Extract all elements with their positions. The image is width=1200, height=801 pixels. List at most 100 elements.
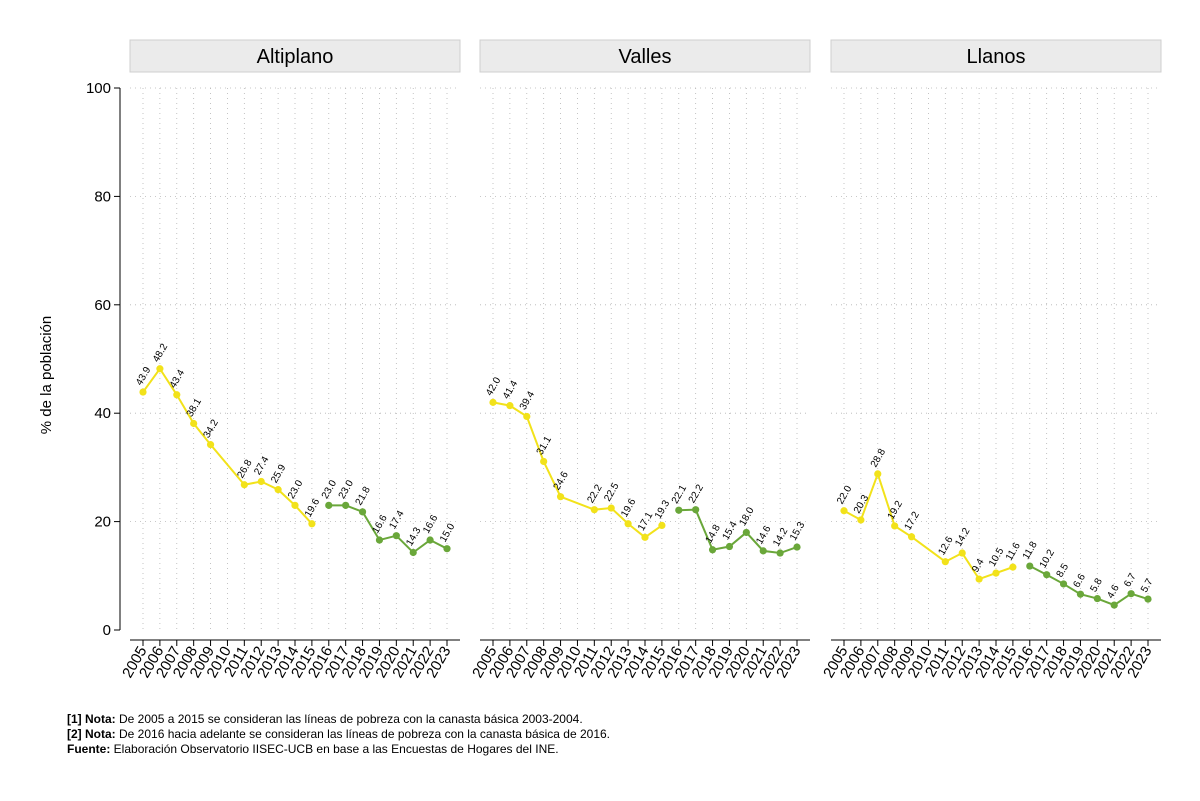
data-point bbox=[257, 477, 265, 486]
series-line-canasta_2003_2004 bbox=[843, 470, 1014, 581]
y-tick-label: 60 bbox=[94, 297, 111, 314]
data-label: 21.8 bbox=[354, 485, 373, 508]
data-point bbox=[426, 536, 434, 544]
data-point bbox=[1026, 562, 1034, 570]
data-point bbox=[590, 506, 598, 514]
data-label: 17.1 bbox=[636, 510, 655, 533]
data-label: 14.8 bbox=[704, 523, 723, 546]
data-label: 39.4 bbox=[518, 389, 537, 412]
data-label: 12.6 bbox=[936, 534, 955, 557]
data-point bbox=[891, 522, 899, 530]
data-label: 48.2 bbox=[151, 342, 170, 365]
data-point bbox=[443, 545, 451, 553]
data-label: 20.3 bbox=[852, 493, 871, 516]
data-point bbox=[291, 501, 299, 509]
data-point bbox=[190, 419, 198, 428]
data-point bbox=[375, 536, 384, 544]
data-label: 22.2 bbox=[585, 482, 604, 505]
data-label: 8.5 bbox=[1055, 562, 1072, 580]
data-label: 10.2 bbox=[1038, 547, 1057, 570]
data-point bbox=[139, 388, 147, 396]
data-point bbox=[907, 533, 916, 541]
data-label: 23.0 bbox=[286, 478, 305, 501]
data-point bbox=[523, 412, 531, 421]
note-2: [2] Nota: De 2016 hacia adelante se cons… bbox=[67, 727, 610, 742]
y-tick-label: 80 bbox=[94, 188, 111, 205]
panel-title: Llanos bbox=[967, 46, 1026, 68]
data-point bbox=[1144, 595, 1152, 603]
data-label: 15.3 bbox=[788, 520, 807, 543]
data-label: 11.6 bbox=[1004, 541, 1023, 563]
data-point bbox=[1076, 590, 1085, 598]
panel-header bbox=[830, 39, 1162, 73]
data-label: 17.2 bbox=[903, 510, 922, 533]
data-point bbox=[607, 504, 615, 512]
data-point bbox=[658, 521, 666, 529]
data-label: 27.4 bbox=[252, 454, 271, 477]
y-tick-label: 20 bbox=[94, 514, 111, 531]
data-label: 23.0 bbox=[337, 478, 356, 501]
data-label: 17.4 bbox=[387, 508, 406, 531]
data-point bbox=[692, 506, 700, 514]
panel-valles: Valles2005200620072008200920102011201220… bbox=[469, 39, 811, 681]
panel-title: Altiplano bbox=[257, 46, 334, 68]
note-1: [1] Nota: De 2005 a 2015 se consideran l… bbox=[67, 712, 610, 727]
data-point bbox=[156, 365, 164, 373]
y-tick-label: 0 bbox=[103, 622, 111, 639]
data-point bbox=[641, 533, 649, 541]
data-label: 18.0 bbox=[737, 505, 756, 528]
source-tag: Fuente: bbox=[67, 742, 111, 756]
data-label: 38.1 bbox=[185, 396, 204, 419]
data-label: 6.7 bbox=[1122, 571, 1139, 589]
source-text: Elaboración Observatorio IISEC-UCB en ba… bbox=[110, 742, 559, 756]
panel-header bbox=[129, 39, 461, 73]
panel-llanos: Llanos2005200620072008200920102011201220… bbox=[820, 39, 1162, 681]
panel-header bbox=[479, 39, 811, 73]
note-1-tag: [1] Nota: bbox=[67, 712, 116, 726]
panels-layer: Altiplano2005200620072008200920102011201… bbox=[86, 39, 1162, 681]
data-point bbox=[556, 493, 565, 501]
data-point bbox=[240, 481, 248, 489]
data-point bbox=[1093, 594, 1101, 603]
data-label: 22.5 bbox=[602, 481, 621, 504]
data-label: 9.4 bbox=[970, 557, 987, 575]
data-point bbox=[675, 506, 683, 514]
data-point bbox=[173, 391, 181, 399]
data-label: 16.6 bbox=[371, 513, 390, 536]
source-note: Fuente: Elaboración Observatorio IISEC-U… bbox=[67, 742, 610, 757]
data-point bbox=[793, 543, 801, 551]
data-label: 34.2 bbox=[202, 417, 221, 440]
data-label: 5.7 bbox=[1139, 577, 1156, 595]
data-label: 5.8 bbox=[1088, 576, 1105, 594]
data-point bbox=[624, 520, 632, 528]
data-label: 6.6 bbox=[1072, 572, 1089, 590]
data-point bbox=[742, 528, 750, 537]
data-point bbox=[958, 549, 966, 557]
data-point bbox=[1009, 563, 1017, 571]
data-point bbox=[540, 457, 548, 466]
data-label: 26.8 bbox=[235, 458, 254, 481]
data-label: 16.6 bbox=[421, 513, 440, 536]
data-point bbox=[857, 516, 865, 524]
data-label: 19.6 bbox=[303, 497, 322, 520]
data-label: 28.8 bbox=[869, 447, 888, 470]
data-point bbox=[342, 501, 350, 509]
data-label: 15.0 bbox=[438, 521, 457, 544]
data-label: 31.1 bbox=[535, 434, 554, 457]
data-point bbox=[206, 441, 215, 449]
y-tick-label: 40 bbox=[94, 405, 111, 422]
data-label: 43.4 bbox=[168, 368, 187, 391]
data-label: 25.9 bbox=[269, 462, 288, 485]
panel-altiplano: Altiplano2005200620072008200920102011201… bbox=[86, 39, 461, 681]
data-point bbox=[308, 520, 316, 528]
data-label: 11.8 bbox=[1021, 539, 1040, 561]
data-point bbox=[708, 546, 717, 554]
note-1-text: De 2005 a 2015 se consideran las líneas … bbox=[115, 712, 583, 726]
series-line-canasta_2003_2004 bbox=[492, 401, 663, 539]
footnotes: [1] Nota: De 2005 a 2015 se consideran l… bbox=[67, 712, 610, 757]
data-point bbox=[776, 549, 784, 557]
data-point bbox=[1059, 580, 1068, 588]
data-label: 41.4 bbox=[501, 378, 520, 401]
data-label: 22.2 bbox=[687, 482, 706, 505]
data-label: 19.3 bbox=[653, 498, 672, 521]
